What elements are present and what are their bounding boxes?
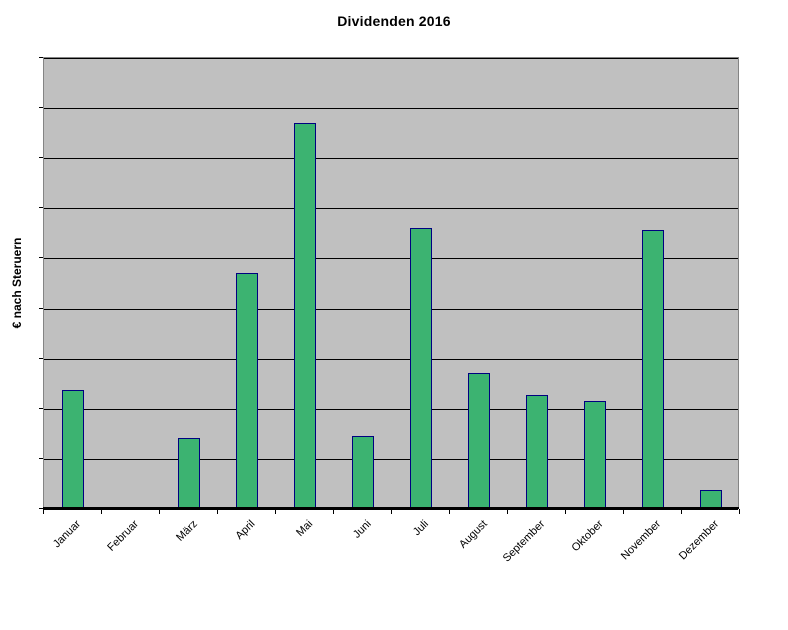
- bar-april: [236, 273, 258, 508]
- x-axis-tick: [217, 509, 218, 514]
- x-axis-label-august: August: [456, 518, 490, 551]
- x-axis-tick: [449, 509, 450, 514]
- x-axis-label-april: April: [233, 518, 258, 543]
- bar-märz: [178, 438, 200, 508]
- bar-juli: [410, 228, 432, 508]
- x-axis-tick: [43, 509, 44, 514]
- x-axis-tick: [507, 509, 508, 514]
- y-axis-tick: [39, 508, 43, 509]
- x-axis-tick: [391, 509, 392, 514]
- x-axis-tick: [681, 509, 682, 514]
- x-axis-label-februar: Februar: [105, 518, 142, 554]
- y-axis-tick: [39, 207, 43, 208]
- x-axis-label-september: September: [500, 518, 548, 565]
- y-axis-tick: [39, 57, 43, 58]
- gridline: [44, 409, 738, 410]
- y-axis-tick: [39, 358, 43, 359]
- bar-oktober: [584, 401, 606, 508]
- x-axis-label-oktober: Oktober: [569, 518, 606, 555]
- x-axis-label-juli: Juli: [411, 518, 432, 539]
- bar-november: [642, 230, 664, 508]
- bar-dezember: [700, 490, 722, 508]
- gridline: [44, 359, 738, 360]
- gridline: [44, 158, 738, 159]
- y-axis-label: € nach Steruern: [10, 237, 24, 329]
- gridline: [44, 208, 738, 209]
- gridline: [44, 459, 738, 460]
- x-axis-label-november: November: [619, 518, 664, 563]
- x-axis-tick: [275, 509, 276, 514]
- x-axis-tick: [565, 509, 566, 514]
- x-axis-tick: [333, 509, 334, 514]
- x-axis-label-juni: Juni: [350, 518, 374, 541]
- y-axis-tick: [39, 408, 43, 409]
- x-axis-tick: [101, 509, 102, 514]
- chart-title: Dividenden 2016: [337, 13, 451, 29]
- y-axis-tick: [39, 107, 43, 108]
- y-axis-tick: [39, 257, 43, 258]
- y-axis-tick: [39, 458, 43, 459]
- x-axis-label-dezember: Dezember: [677, 518, 722, 563]
- x-axis-label-märz: März: [173, 518, 200, 544]
- x-axis-label-mai: Mai: [294, 518, 316, 540]
- bar-september: [526, 395, 548, 508]
- x-axis-tick: [623, 509, 624, 514]
- gridline: [44, 258, 738, 259]
- gridline: [44, 309, 738, 310]
- bar-juni: [352, 436, 374, 508]
- gridline: [44, 108, 738, 109]
- x-axis-tick: [739, 509, 740, 514]
- bar-august: [468, 373, 490, 508]
- bar-januar: [62, 390, 84, 508]
- plot-area: [43, 57, 739, 510]
- x-axis-label-januar: Januar: [51, 518, 84, 551]
- x-axis-tick: [159, 509, 160, 514]
- gridline: [44, 58, 738, 59]
- y-axis-tick: [39, 157, 43, 158]
- y-axis-tick: [39, 308, 43, 309]
- bar-mai: [294, 123, 316, 508]
- x-axis-line: [43, 507, 739, 509]
